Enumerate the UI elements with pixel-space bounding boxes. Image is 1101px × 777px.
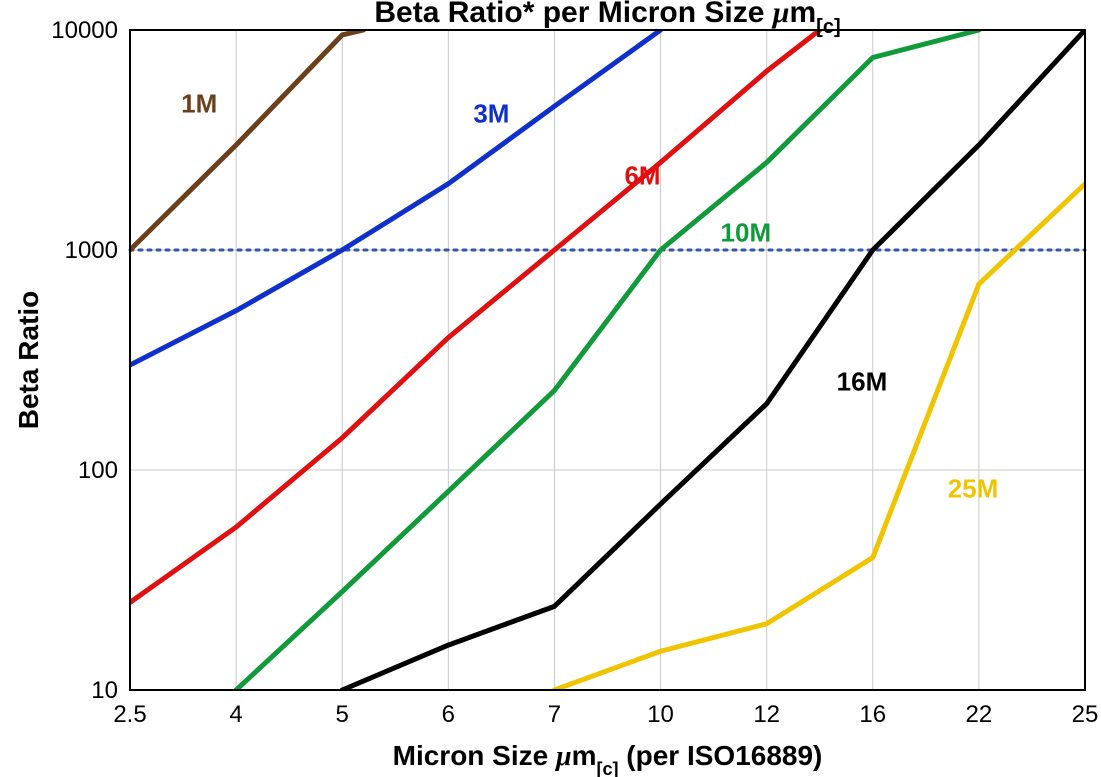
x-tick-label: 7 xyxy=(548,701,561,728)
y-tick-label: 1000 xyxy=(65,237,118,264)
x-tick-label: 6 xyxy=(442,701,455,728)
x-tick-label: 5 xyxy=(336,701,349,728)
y-tick-label: 10 xyxy=(91,677,118,704)
x-tick-label: 10 xyxy=(647,701,674,728)
y-tick-label: 100 xyxy=(78,457,118,484)
x-tick-label: 12 xyxy=(753,701,780,728)
series-label-3M: 3M xyxy=(473,99,509,129)
series-label-16M: 16M xyxy=(837,366,888,396)
series-label-25M: 25M xyxy=(948,474,999,504)
x-tick-label: 22 xyxy=(966,701,993,728)
x-tick-label: 25 xyxy=(1072,701,1099,728)
x-tick-label: 4 xyxy=(229,701,242,728)
series-label-1M: 1M xyxy=(181,89,217,119)
beta-ratio-chart: 2.5 4 5 6 7 10 12 16 22 25 10 100 1000 10000 1M 3M 6M 10M… xyxy=(0,0,1101,777)
series-label-10M: 10M xyxy=(721,217,772,247)
y-tick-label: 10000 xyxy=(51,17,118,44)
x-tick-label: 2.5 xyxy=(113,701,146,728)
series-label-6M: 6M xyxy=(624,161,660,191)
y-axis-label: Beta Ratio xyxy=(13,291,44,429)
x-tick-label: 16 xyxy=(859,701,886,728)
